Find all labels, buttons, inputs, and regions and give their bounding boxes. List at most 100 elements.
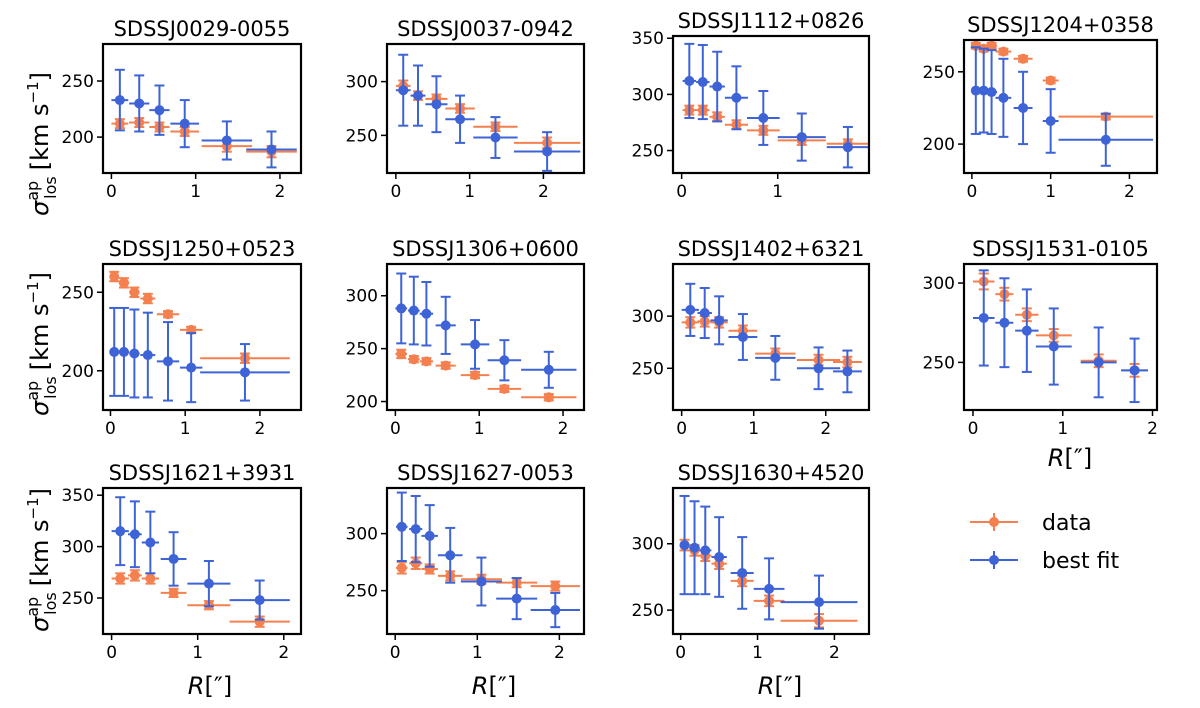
- fit-point: [780, 574, 858, 630]
- panel-2: SDSSJ0037-0942 0 1 2 250 300: [346, 17, 586, 202]
- data-point: [141, 572, 159, 585]
- fit-point: [140, 311, 156, 399]
- legend-data-marker: [989, 517, 999, 527]
- marker: [476, 576, 487, 587]
- marker: [689, 542, 700, 553]
- fit-point: [995, 277, 1014, 369]
- data-point: [435, 360, 456, 371]
- fit-point: [179, 332, 203, 404]
- marker: [129, 570, 140, 581]
- marker: [129, 529, 140, 540]
- panel-frame: [671, 34, 871, 175]
- x-tick-label: 1: [748, 419, 759, 439]
- fit-point: [1058, 112, 1154, 167]
- svg-text:R[″]: R[″]: [1048, 444, 1092, 472]
- marker: [543, 364, 554, 375]
- series-best-fit: [679, 494, 858, 630]
- legend-entry-data: data: [970, 511, 1092, 536]
- marker: [796, 132, 807, 143]
- x-tick-label: 2: [275, 182, 286, 202]
- fit-point: [679, 494, 690, 596]
- marker: [978, 312, 989, 323]
- marker: [470, 370, 481, 381]
- fit-point: [1121, 337, 1149, 404]
- fit-point: [395, 53, 411, 127]
- fit-point: [445, 94, 475, 144]
- marker: [396, 348, 407, 359]
- marker: [1045, 115, 1056, 126]
- data-point: [118, 277, 130, 289]
- fit-point: [530, 591, 580, 629]
- fit-point: [109, 306, 120, 397]
- fit-point: [1013, 70, 1033, 146]
- y-tick-label: 350: [632, 29, 664, 49]
- marker: [842, 366, 853, 377]
- marker: [440, 320, 451, 331]
- fit-point: [730, 536, 754, 610]
- fit-point: [425, 75, 448, 134]
- fit-point: [407, 275, 420, 346]
- marker: [758, 112, 769, 123]
- series-best-fit: [395, 272, 577, 389]
- fit-point: [746, 90, 780, 146]
- panel-frame: [671, 486, 871, 636]
- fit-point: [711, 516, 727, 598]
- data-point: [160, 587, 187, 598]
- data-point: [995, 46, 1012, 57]
- marker: [168, 553, 179, 564]
- fit-point: [141, 510, 159, 575]
- marker: [737, 332, 748, 342]
- marker: [396, 303, 407, 314]
- x-tick-label: 0: [966, 182, 977, 202]
- marker: [163, 309, 174, 320]
- panel-4: SDSSJ1204+0358 0 1 2 200 250: [923, 13, 1159, 202]
- panel-1: SDSSJ0029-0055 0 1 2 200 250: [62, 17, 303, 202]
- fit-point: [696, 43, 710, 121]
- panel-frame: [962, 262, 1159, 412]
- marker: [115, 526, 126, 537]
- marker: [714, 552, 725, 563]
- svg-text:R[″]: R[″]: [188, 672, 232, 700]
- fit-point: [156, 321, 180, 402]
- fit-point: [111, 68, 129, 132]
- legend-data-label: data: [1042, 511, 1092, 536]
- series-best-fit: [111, 496, 290, 621]
- marker: [712, 81, 723, 92]
- x-tick-label: 2: [278, 643, 289, 663]
- marker: [1018, 53, 1029, 64]
- y-tick-label: 200: [923, 135, 955, 155]
- marker: [109, 271, 120, 282]
- y-tick-label: 350: [62, 486, 94, 506]
- fit-point: [1080, 326, 1117, 399]
- fit-point: [170, 99, 200, 149]
- panel-5: SDSSJ1250+0523 0 1 2 200 250: [62, 237, 303, 439]
- marker: [814, 597, 825, 608]
- series-data: [972, 272, 1149, 378]
- svg-text:R[″]: R[″]: [758, 672, 802, 700]
- x-tick-label: 1: [180, 419, 191, 439]
- marker: [697, 77, 708, 88]
- y-tick-label: 250: [632, 359, 664, 379]
- x-tick-label: 0: [676, 182, 687, 202]
- fit-point: [970, 46, 981, 135]
- marker: [398, 85, 409, 96]
- marker: [550, 605, 561, 616]
- series-data: [396, 556, 580, 592]
- marker: [499, 355, 510, 366]
- x-tick-label: 2: [829, 643, 840, 663]
- fit-point: [460, 319, 490, 370]
- marker: [970, 85, 981, 96]
- series-best-fit: [972, 269, 1149, 404]
- fit-point: [396, 491, 408, 562]
- data-point: [1013, 53, 1033, 64]
- panel-8: SDSSJ1531-0105 0 1 2 250 300: [923, 237, 1159, 439]
- marker: [145, 537, 156, 548]
- fit-point: [986, 49, 998, 135]
- marker: [142, 293, 153, 304]
- y-tick-label: 250: [346, 582, 378, 602]
- panel-frame: [385, 262, 586, 412]
- fit-point: [777, 112, 826, 162]
- marker: [408, 305, 419, 316]
- fit-point: [496, 577, 538, 621]
